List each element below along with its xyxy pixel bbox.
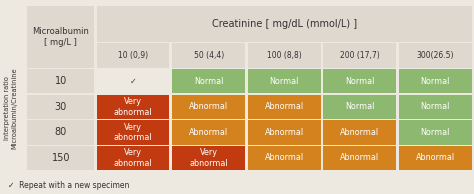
Text: Normal: Normal (420, 102, 450, 111)
Text: 30: 30 (55, 102, 67, 112)
Text: Normal: Normal (345, 102, 374, 111)
Bar (248, 43, 320, 68)
Text: 200 (17,7): 200 (17,7) (340, 51, 380, 60)
Text: 10: 10 (55, 76, 67, 86)
Bar (97, 120, 170, 145)
Text: Creatinine [ mg/dL (mmol/L) ]: Creatinine [ mg/dL (mmol/L) ] (211, 19, 357, 29)
Text: 80: 80 (55, 127, 67, 137)
Bar (399, 146, 472, 170)
Text: 100 (8,8): 100 (8,8) (267, 51, 301, 60)
Bar (399, 120, 472, 145)
Bar (323, 146, 396, 170)
Bar (323, 43, 396, 68)
Text: 300(26.5): 300(26.5) (417, 51, 454, 60)
Text: 50 (4,4): 50 (4,4) (193, 51, 224, 60)
Text: Abnormal: Abnormal (340, 128, 379, 137)
Bar (323, 120, 396, 145)
Text: Very
abnormal: Very abnormal (189, 148, 228, 168)
Text: Normal: Normal (194, 77, 223, 86)
Bar (248, 146, 320, 170)
Text: Abnormal: Abnormal (416, 153, 455, 162)
Bar (97, 95, 170, 119)
Text: ✓: ✓ (130, 77, 137, 86)
Text: Normal: Normal (345, 77, 374, 86)
Text: Abnormal: Abnormal (264, 102, 304, 111)
Bar (27, 69, 94, 94)
Bar (27, 146, 94, 170)
Text: Very
abnormal: Very abnormal (114, 148, 153, 168)
Bar (97, 6, 472, 42)
Text: Very
abnormal: Very abnormal (114, 123, 153, 142)
Text: Normal: Normal (420, 77, 450, 86)
Text: Abnormal: Abnormal (189, 102, 228, 111)
Bar (97, 43, 170, 68)
Text: ✓  Repeat with a new specimen: ✓ Repeat with a new specimen (8, 181, 129, 190)
Text: Very
abnormal: Very abnormal (114, 97, 153, 117)
Bar (173, 95, 245, 119)
Bar (248, 120, 320, 145)
Text: 150: 150 (52, 153, 70, 163)
Bar (399, 43, 472, 68)
Text: Abnormal: Abnormal (189, 128, 228, 137)
Bar (399, 69, 472, 94)
Text: Abnormal: Abnormal (340, 153, 379, 162)
Bar (173, 43, 245, 68)
Bar (323, 69, 396, 94)
Bar (27, 120, 94, 145)
Bar (97, 146, 170, 170)
Bar (399, 95, 472, 119)
Bar (173, 69, 245, 94)
Text: Normal: Normal (270, 77, 299, 86)
Text: Normal: Normal (420, 128, 450, 137)
Bar (27, 6, 94, 68)
Bar (97, 69, 170, 94)
Text: Microalbumin
[ mg/L ]: Microalbumin [ mg/L ] (32, 27, 89, 47)
Bar (248, 95, 320, 119)
Bar (248, 69, 320, 94)
Text: Abnormal: Abnormal (264, 128, 304, 137)
Bar (323, 95, 396, 119)
Text: Abnormal: Abnormal (264, 153, 304, 162)
Bar (173, 146, 245, 170)
Text: 10 (0,9): 10 (0,9) (118, 51, 148, 60)
Bar (173, 120, 245, 145)
Bar (27, 95, 94, 119)
Text: Interpretation ratio
Microalbumin/Creatinine: Interpretation ratio Microalbumin/Creati… (4, 67, 18, 149)
